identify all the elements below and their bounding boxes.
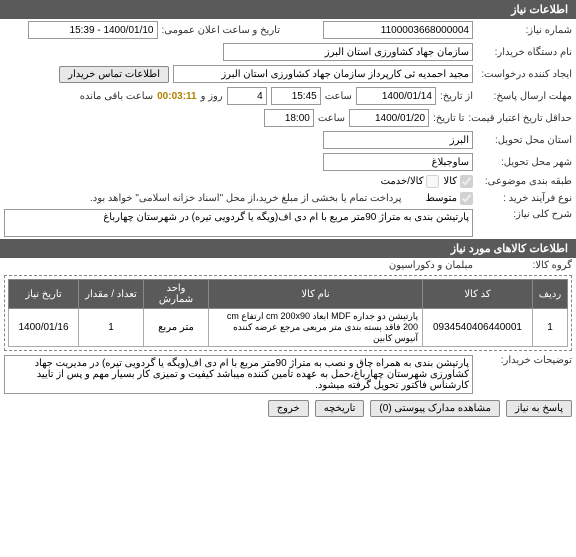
label-until-date: تا تاریخ:	[433, 113, 464, 124]
process-note: پرداخت تمام یا بخشی از مبلغ خرید،از محل …	[90, 193, 402, 204]
section-info-header: اطلاعات نیاز	[0, 0, 576, 19]
buyer-name-input	[223, 43, 473, 61]
label-price-validity: حداقل تاریخ اعتبار قیمت:	[468, 113, 572, 124]
section-items-header: اطلاعات کالاهای مورد نیاز	[0, 239, 576, 258]
label-need-no: شماره نیاز:	[477, 25, 572, 36]
label-saat-1: ساعت	[325, 91, 352, 102]
history-button[interactable]: تاریخچه	[315, 400, 365, 417]
product-group-value: مبلمان و دکوراسیون	[389, 260, 473, 271]
attachments-button[interactable]: مشاهده مدارک پیوستی (0)	[370, 400, 500, 417]
label-buy-process: نوع فرآیند خرید :	[477, 193, 572, 204]
medium-label: متوسط	[426, 193, 457, 204]
reply-button[interactable]: پاسخ به نیاز	[506, 400, 572, 417]
kala-label: کالا	[443, 176, 457, 187]
close-button[interactable]: خروج	[268, 400, 309, 417]
label-buyer-explain: توضیحات خریدار:	[477, 355, 572, 366]
price-valid-time-input	[264, 109, 314, 127]
buyer-explain-textarea: پارتیشن بندی به همراه چاق و نصب به متراژ…	[4, 355, 473, 394]
creator-input	[173, 65, 473, 83]
label-day: روز و	[201, 91, 223, 102]
items-table-wrap: ردیف کد کالا نام کالا واحد شمارش تعداد /…	[4, 275, 572, 351]
items-table: ردیف کد کالا نام کالا واحد شمارش تعداد /…	[8, 279, 568, 347]
label-saat-2: ساعت	[318, 113, 345, 124]
label-pkg: طبقه بندی موضوعی:	[477, 176, 572, 187]
label-buyer-name: نام دستگاه خریدار:	[477, 47, 572, 58]
label-city: شهر محل تحویل:	[477, 157, 572, 168]
reply-date-input	[356, 87, 436, 105]
label-creator: ایجاد کننده درخواست:	[477, 69, 572, 80]
th-qty: تعداد / مقدار	[79, 280, 144, 309]
label-need-desc: شرح کلی نیاز:	[477, 209, 572, 220]
th-unit: واحد شمارش	[144, 280, 209, 309]
need-no-input	[323, 21, 473, 39]
cell-unit: متر مربع	[144, 309, 209, 347]
khedmat-checkbox	[426, 175, 439, 188]
table-row[interactable]: 1 0934540406440001 پارتیشن دو جداره MDF …	[9, 309, 568, 347]
cell-qty: 1	[79, 309, 144, 347]
price-valid-date-input	[349, 109, 429, 127]
label-reply-deadline: مهلت ارسال پاسخ:	[477, 91, 572, 102]
cell-date: 1400/01/16	[9, 309, 79, 347]
th-name: نام کالا	[209, 280, 423, 309]
label-product-group: گروه کالا:	[477, 260, 572, 271]
countdown-timer: 00:03:11	[157, 91, 196, 102]
cell-code: 0934540406440001	[423, 309, 533, 347]
label-province: استان محل تحویل:	[477, 135, 572, 146]
khedmat-label: کالا/خدمت	[381, 176, 424, 187]
kala-checkbox	[460, 175, 473, 188]
reply-days-input	[227, 87, 267, 105]
label-from-date: از تاریخ:	[440, 91, 473, 102]
label-remaining: ساعت باقی مانده	[80, 91, 153, 102]
th-code: کد کالا	[423, 280, 533, 309]
cell-name: پارتیشن دو جداره MDF ابعاد cm 200x90 ارت…	[209, 309, 423, 347]
medium-checkbox	[460, 192, 473, 205]
need-desc-textarea: پارتیشن بندی به متراژ 90متر مربع با ام د…	[4, 209, 473, 237]
province-input	[323, 131, 473, 149]
city-input	[323, 153, 473, 171]
label-announce-date: تاریخ و ساعت اعلان عمومی:	[162, 25, 281, 36]
contact-info-button[interactable]: اطلاعات تماس خریدار	[59, 66, 169, 83]
reply-time-input	[271, 87, 321, 105]
announce-date-input	[28, 21, 158, 39]
th-row: ردیف	[533, 280, 568, 309]
th-date: تاریخ نیاز	[9, 280, 79, 309]
cell-row: 1	[533, 309, 568, 347]
